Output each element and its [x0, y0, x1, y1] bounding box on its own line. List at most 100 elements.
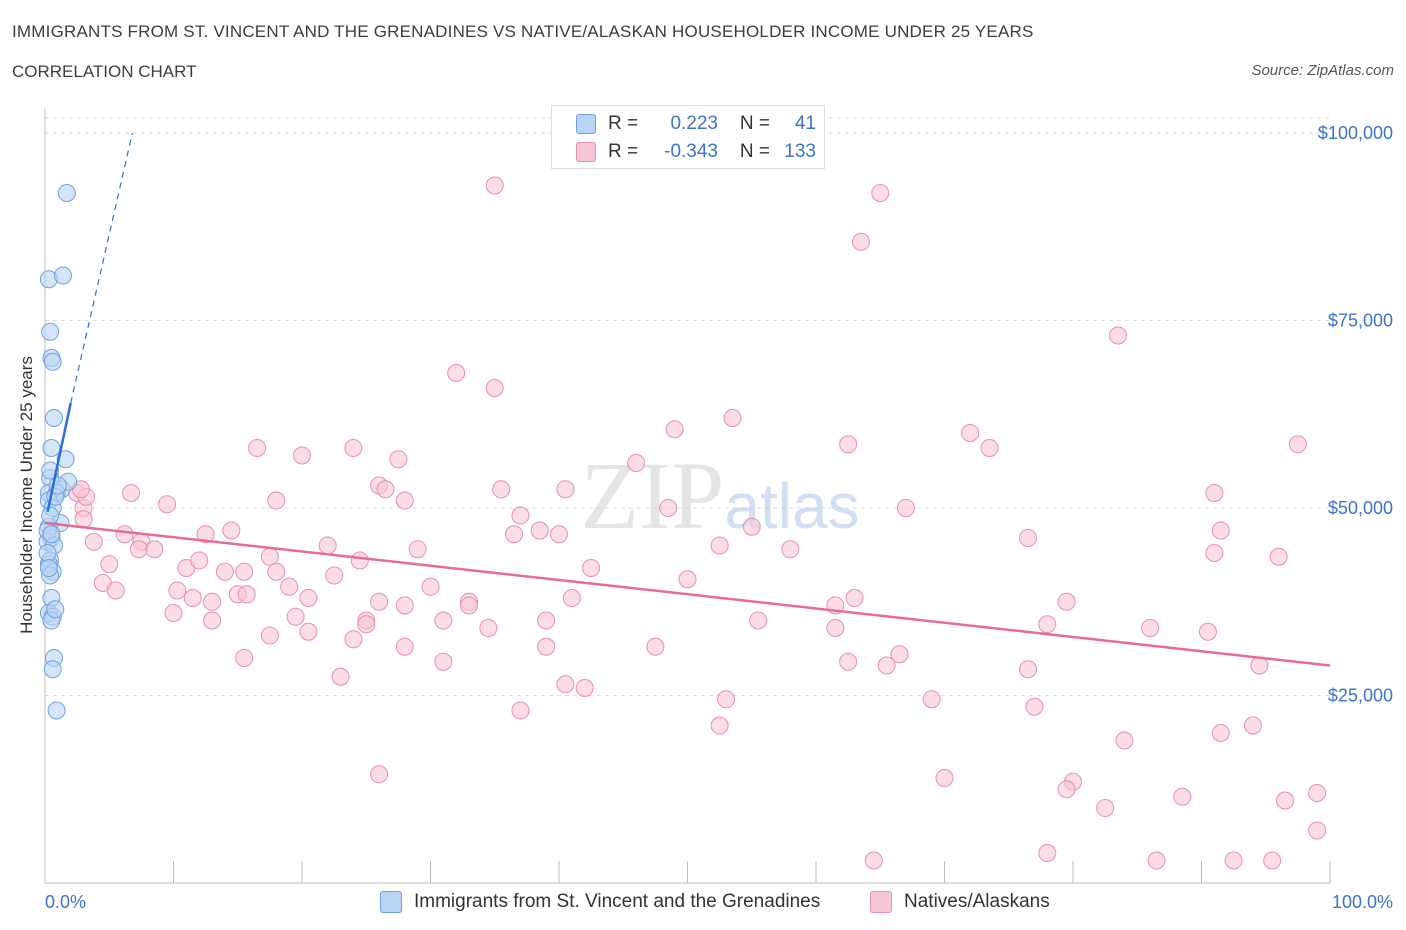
natives-alaskans-point [1096, 799, 1115, 817]
immigrants-point [46, 600, 65, 619]
natives-alaskans-point [845, 589, 864, 607]
natives-alaskans-point [1141, 619, 1160, 637]
natives-alaskans-point [1205, 544, 1224, 562]
legend-n-label: N = [739, 113, 770, 134]
natives-alaskans-point [168, 581, 187, 600]
natives-alaskans-point [1057, 592, 1076, 611]
natives-alaskans-point [550, 525, 568, 544]
natives-alaskans-trend-line [44, 521, 1331, 667]
natives-alaskans-point [1108, 326, 1127, 345]
natives-alaskans-point [1263, 851, 1282, 870]
natives-alaskans-point [395, 637, 414, 656]
natives-alaskans-point [203, 611, 222, 630]
y-tick-label: $100,000 [1318, 123, 1393, 143]
natives-alaskans-point [742, 517, 761, 536]
legend-r-label: R = [608, 141, 639, 162]
chart-title: IMMIGRANTS FROM ST. VINCENT AND THE GREN… [12, 22, 1034, 41]
legend-row-natives: R = -0.343 N = 133 [576, 140, 816, 164]
natives-alaskans-point [344, 630, 363, 649]
natives-alaskans-point [235, 649, 254, 667]
natives-alaskans-point [665, 420, 684, 439]
immigrants-point [42, 439, 61, 457]
natives-alaskans-point [556, 480, 575, 499]
natives-alaskans-point [129, 540, 148, 559]
natives-alaskans-point [1057, 780, 1076, 799]
natives-alaskans-point [183, 589, 202, 607]
natives-alaskans-point [961, 424, 980, 442]
natives-alaskans-point [260, 547, 279, 566]
y-tick-label: $75,000 [1328, 311, 1393, 331]
watermark: ZIPatlas [580, 442, 859, 549]
natives-alaskans-point [537, 611, 556, 630]
natives-alaskans-point [190, 551, 209, 570]
natives-alaskans-point [717, 690, 736, 709]
natives-alaskans-point [434, 652, 453, 671]
immigrants-point [41, 322, 60, 341]
immigrants-point [41, 506, 60, 525]
natives-alaskans-point [1308, 821, 1327, 840]
natives-alaskans-point [1025, 697, 1044, 716]
y-tick-label: $50,000 [1328, 498, 1393, 518]
trend-lines [44, 132, 1331, 667]
bottom-legend-swatch-natives [870, 891, 892, 913]
axes [44, 108, 1331, 884]
natives-alaskans-point [710, 536, 729, 555]
legend-swatch-natives [576, 142, 596, 162]
natives-alaskans-point [286, 607, 305, 626]
natives-alaskans-point [710, 716, 729, 735]
natives-alaskans-point [511, 506, 530, 525]
natives-alaskans-point [479, 619, 498, 637]
natives-alaskans-point [350, 551, 369, 570]
natives-alaskans-point [395, 596, 414, 615]
natives-alaskans-point [299, 622, 318, 641]
natives-alaskans-point [106, 581, 125, 600]
natives-alaskans-point [395, 491, 414, 510]
x-tick-label: 0.0% [45, 892, 86, 912]
immigrants-trend-line [46, 402, 72, 513]
natives-alaskans-point [980, 439, 999, 457]
immigrants-point [43, 352, 62, 371]
natives-alaskans-point [376, 480, 395, 499]
natives-alaskans-point [1211, 724, 1230, 742]
natives-alaskans-point [1269, 547, 1288, 566]
natives-alaskans-point [1038, 615, 1057, 634]
natives-alaskans-point [267, 491, 286, 510]
bottom-legend-label-natives: Natives/Alaskans [904, 891, 1050, 912]
natives-alaskans-point [115, 525, 134, 544]
natives-alaskans-point [344, 439, 363, 457]
natives-alaskans-point [492, 480, 511, 499]
natives-alaskans-point [1019, 660, 1038, 679]
natives-alaskans-point [723, 409, 742, 427]
natives-alaskans-point [164, 604, 183, 622]
natives-alaskans-point [1211, 521, 1230, 540]
natives-alaskans-point [331, 667, 350, 686]
legend-swatch-immigrants [576, 114, 596, 134]
natives-alaskans-point [511, 701, 530, 720]
natives-alaskans-point [408, 540, 427, 559]
legend-r-label: R = [608, 113, 639, 134]
immigrants-point [38, 544, 57, 562]
natives-alaskans-point [325, 566, 344, 585]
natives-alaskans-point [280, 577, 299, 596]
y-axis-label: Householder Income Under 25 years [17, 356, 36, 634]
natives-alaskans-point [1198, 622, 1217, 641]
natives-alaskans-point [922, 690, 941, 709]
natives-alaskans-point [749, 611, 768, 630]
x-tick-label: 100.0% [1332, 892, 1393, 912]
natives-alaskans-point [1224, 851, 1243, 870]
natives-alaskans-point [1019, 529, 1038, 547]
immigrants-point [44, 409, 63, 427]
natives-alaskans-point [460, 596, 479, 615]
natives-alaskans-point [851, 232, 870, 251]
natives-alaskans-point [1308, 784, 1327, 802]
natives-alaskans-point [370, 765, 389, 784]
natives-alaskans-point [203, 592, 222, 611]
natives-alaskans-point [839, 652, 858, 671]
natives-alaskans-point [556, 675, 575, 694]
natives-alaskans-point [505, 525, 524, 544]
natives-alaskans-point [781, 540, 800, 559]
source-label: Source: ZipAtlas.com [1251, 62, 1394, 79]
natives-alaskans-point [537, 637, 556, 656]
correlation-legend: R = 0.223 N = 41 R = -0.343 N = 133 [551, 105, 825, 169]
